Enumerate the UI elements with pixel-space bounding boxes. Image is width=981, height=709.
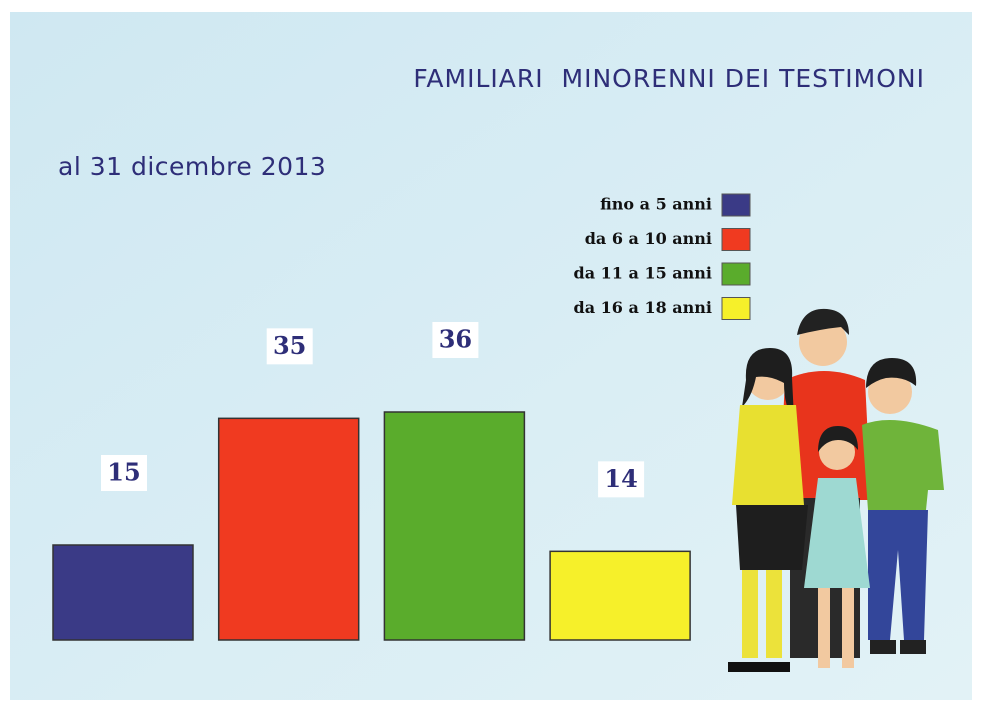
value-label: 15 [107,458,140,487]
value-label: 35 [273,331,306,360]
legend-label: fino a 5 anni [600,195,712,214]
legend-swatch [721,262,751,286]
value-label-box [598,461,645,498]
bar [549,550,691,641]
bar [217,417,360,641]
value-label-box [101,455,147,491]
bar [383,411,526,641]
chart-title: FAMILIARI MINORENNI DEI TESTIMONI [413,64,925,93]
legend-swatch [721,297,751,320]
value-label: 14 [604,464,637,493]
legend-label: da 6 a 10 anni [585,229,712,248]
value-label-box [432,322,479,358]
legend-label: da 16 a 18 anni [574,298,712,317]
legend-swatch [721,228,751,251]
value-label: 36 [439,325,472,354]
chart-subtitle: al 31 dicembre 2013 [58,152,327,181]
bar [52,544,194,641]
value-label-box [266,328,313,365]
legend-label: da 11 a 15 anni [574,264,712,283]
legend-swatch [721,193,751,217]
family-illustration [728,308,944,672]
